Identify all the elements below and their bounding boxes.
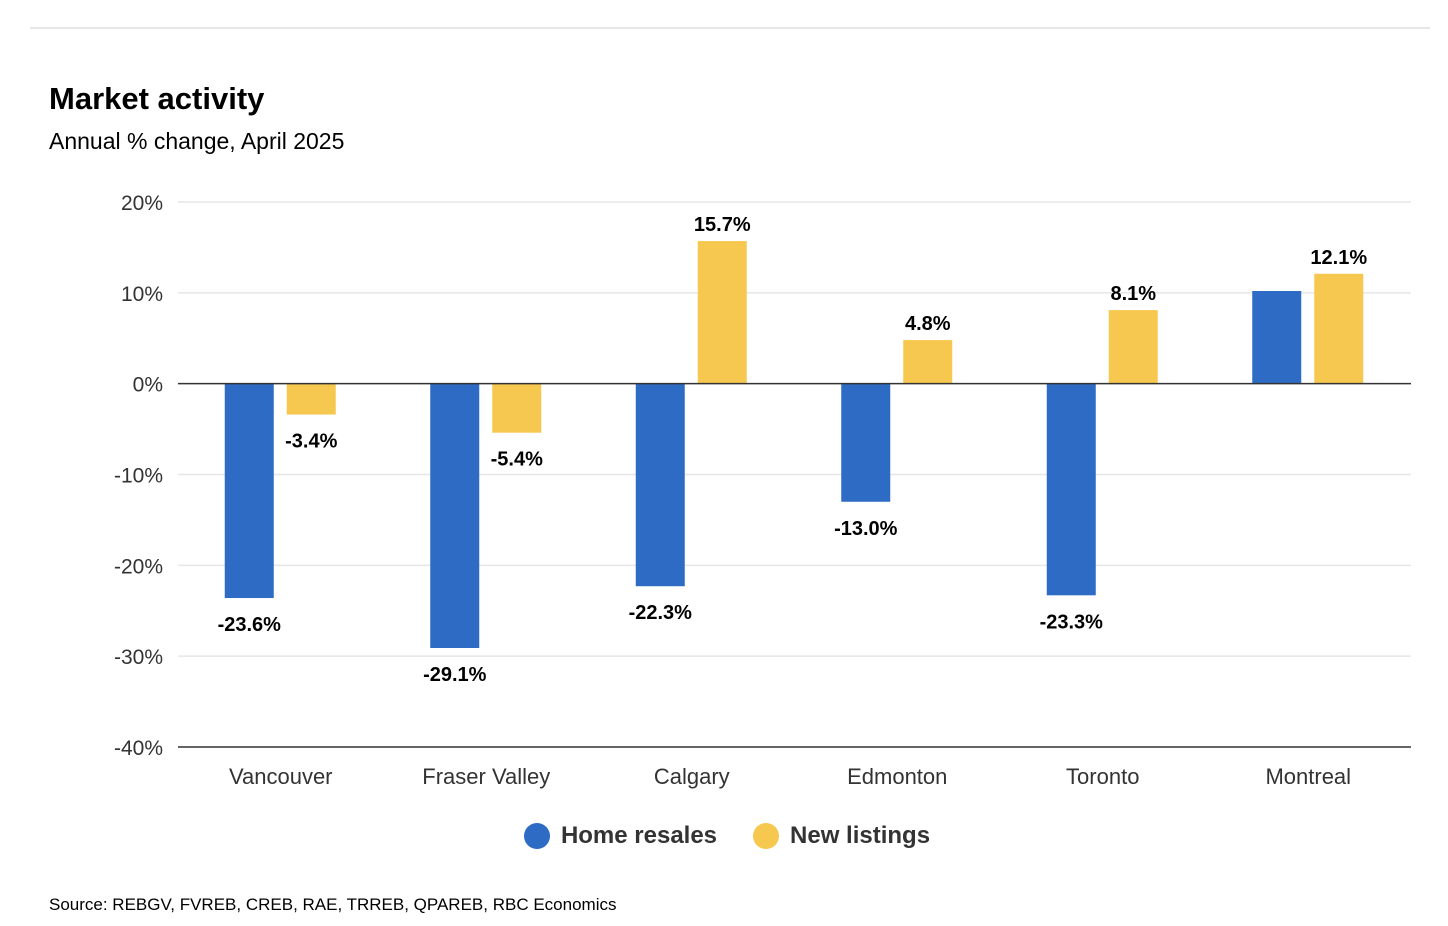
bar-new-listings-4[interactable] [1108,310,1158,384]
data-label: -5.4% [491,449,543,471]
data-labels: -23.6% -29.1% -22.3% -13.0% -23.3% -3.4% -5.4%… [218,214,1368,686]
data-label: -13.0% [834,518,898,540]
y-tick-label: -10% [114,465,163,488]
chart-subtitle: Annual % change, April 2025 [49,128,345,154]
data-label: -22.3% [629,602,693,624]
x-tick-label: Edmonton [847,764,947,789]
data-label: 15.7% [694,214,751,236]
legend-swatch-home-resales [523,823,550,849]
x-tick-label: Vancouver [229,764,333,789]
source-note: Source: REBGV, FVREB, CREB, RAE, TRREB, … [49,895,617,914]
axes [178,382,1411,748]
legend-swatch-new-listings [753,823,780,849]
y-tick-label: -20% [114,555,163,578]
data-label: 4.8% [905,313,951,335]
data-label: 8.1% [1110,283,1156,305]
y-tick-label: 0% [133,374,163,397]
legend-label-new-listings: New listings [790,822,931,849]
x-tick-label: Montreal [1265,764,1351,789]
y-tick-label: 10% [121,283,163,306]
bar-new-listings-5[interactable] [1314,273,1364,384]
bar-home-resales-2[interactable] [635,383,685,587]
legend: Home resales New listings [0,822,1448,850]
bar-new-listings-3[interactable] [903,340,953,384]
y-tick-label: 20% [121,192,163,215]
bar-new-listings-1[interactable] [492,383,542,433]
data-label: 12.1% [1310,247,1367,269]
chart-title: Market activity [49,81,265,116]
bar-home-resales-1[interactable] [430,383,480,648]
bars [224,241,1364,648]
data-label: -23.3% [1040,611,1104,633]
bar-home-resales-3[interactable] [841,383,891,502]
y-tick-label: -30% [114,646,163,669]
bar-home-resales-4[interactable] [1046,383,1096,596]
x-tick-label: Toronto [1066,764,1139,789]
grid-lines [178,201,1411,657]
bar-home-resales-0[interactable] [224,383,274,599]
y-tick-label: -40% [114,737,163,760]
legend-label-home-resales: Home resales [560,822,718,849]
legend-item-home-resales[interactable]: Home resales [523,822,718,850]
data-label: -23.6% [218,614,282,636]
x-tick-label: Calgary [654,764,730,789]
bar-new-listings-0[interactable] [286,383,336,415]
bar-home-resales-5[interactable] [1252,291,1302,384]
data-label: -29.1% [423,664,487,686]
top-rule [30,27,1430,29]
y-axis-ticks: 20% 10% 0% -10% -20% -30% -40% [114,192,163,760]
x-axis-ticks: Vancouver Fraser Valley Calgary Edmonton Tor… [229,764,1351,789]
legend-item-new-listings[interactable]: New listings [753,822,930,850]
x-tick-label: Fraser Valley [422,764,550,789]
bar-new-listings-2[interactable] [697,241,747,384]
data-label: -3.4% [285,431,337,453]
